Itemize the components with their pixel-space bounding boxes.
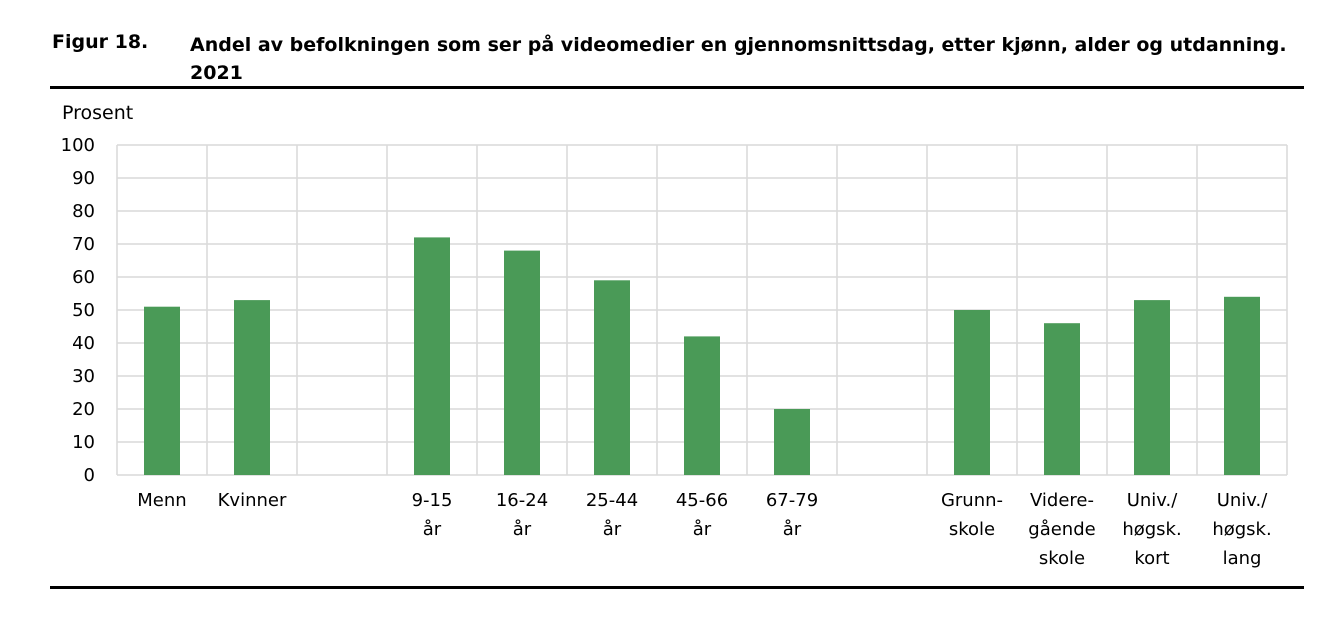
y-tick-label: 60 (72, 267, 95, 288)
bar (1134, 300, 1170, 475)
figure-title: Andel av befolkningen som ser på videome… (190, 34, 1287, 84)
y-tick-label: 40 (72, 333, 95, 354)
x-tick-label: Univ./ (1217, 490, 1269, 511)
x-tick-label: 67-79 (766, 490, 818, 511)
x-tick-label: år (693, 519, 712, 540)
x-tick-label: år (423, 519, 442, 540)
x-tick-label: lang (1223, 548, 1262, 569)
bar (234, 300, 270, 475)
x-tick-label: skole (1039, 548, 1085, 569)
bar (954, 310, 990, 475)
top-rule (50, 86, 1304, 89)
x-tick-label: Grunn- (941, 490, 1003, 511)
x-tick-label: Videre- (1030, 490, 1094, 511)
x-tick-label: høgsk. (1122, 519, 1181, 540)
bar (504, 250, 540, 475)
x-tick-label: kort (1134, 548, 1169, 569)
y-axis-label: Prosent (62, 102, 134, 124)
bar (684, 336, 720, 475)
bar (1044, 323, 1080, 475)
x-tick-label: 9-15 (412, 490, 453, 511)
figure-number: Figur 18. (52, 31, 149, 53)
y-tick-label: 20 (72, 399, 95, 420)
x-tick-label: år (603, 519, 622, 540)
bar (774, 409, 810, 475)
x-tick-label: Menn (137, 490, 186, 511)
x-tick-label: 45-66 (676, 490, 728, 511)
bar (414, 237, 450, 475)
y-tick-label: 50 (72, 300, 95, 321)
y-tick-label: 100 (61, 135, 95, 156)
x-tick-label: Univ./ (1127, 490, 1179, 511)
y-tick-label: 10 (72, 432, 95, 453)
y-tick-label: 80 (72, 201, 95, 222)
x-tick-label: år (783, 519, 802, 540)
x-tick-label: skole (949, 519, 995, 540)
x-tick-label: 16-24 (496, 490, 548, 511)
x-tick-label: 25-44 (586, 490, 638, 511)
x-tick-label: høgsk. (1212, 519, 1271, 540)
bar (1224, 296, 1260, 475)
x-tick-label: gående (1028, 519, 1095, 540)
x-tick-label: år (513, 519, 532, 540)
y-tick-label: 70 (72, 234, 95, 255)
bar (594, 280, 630, 475)
x-tick-label: Kvinner (218, 490, 287, 511)
bottom-rule (50, 586, 1304, 589)
bar (144, 306, 180, 475)
y-tick-label: 0 (84, 465, 95, 486)
y-tick-label: 90 (72, 168, 95, 189)
y-tick-label: 30 (72, 366, 95, 387)
